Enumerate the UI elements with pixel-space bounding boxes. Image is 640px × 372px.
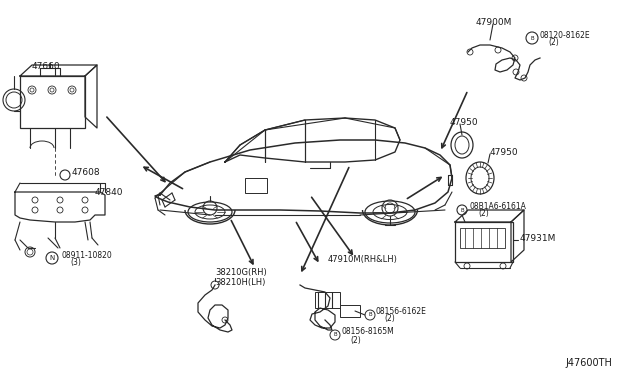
Text: 38210H(LH): 38210H(LH) [215, 278, 266, 287]
Bar [315, 292, 340, 308]
Bar [245, 178, 267, 193]
Text: 08120-8162E: 08120-8162E [540, 31, 591, 39]
Text: 47608: 47608 [72, 167, 100, 176]
Text: (2): (2) [350, 336, 361, 344]
Text: 08B1A6-6161A: 08B1A6-6161A [470, 202, 527, 211]
Text: B: B [460, 208, 464, 212]
Bar [455, 222, 513, 262]
Bar [460, 228, 505, 248]
Text: 47931M: 47931M [520, 234, 556, 243]
Bar [20, 76, 85, 128]
Text: 38210G(RH): 38210G(RH) [215, 268, 267, 277]
Text: (2): (2) [384, 314, 395, 324]
Text: 47950: 47950 [450, 118, 479, 127]
Text: 47840: 47840 [95, 187, 124, 196]
Text: 47660: 47660 [32, 62, 61, 71]
Text: (2): (2) [548, 38, 559, 46]
Text: B: B [368, 312, 372, 317]
Text: 08156-6162E: 08156-6162E [376, 308, 427, 317]
Text: (3): (3) [70, 259, 81, 267]
Text: 47910M(RH&LH): 47910M(RH&LH) [328, 255, 398, 264]
Text: J47600TH: J47600TH [565, 358, 612, 368]
Text: 47900M: 47900M [476, 18, 513, 27]
Text: (2): (2) [478, 208, 489, 218]
Text: N: N [49, 255, 54, 261]
Bar [340, 305, 360, 317]
Text: 08156-8165M: 08156-8165M [342, 327, 395, 337]
Text: B: B [333, 333, 337, 337]
Text: 47950: 47950 [490, 148, 518, 157]
Text: B: B [530, 35, 534, 41]
Text: 08911-10820: 08911-10820 [61, 251, 112, 260]
